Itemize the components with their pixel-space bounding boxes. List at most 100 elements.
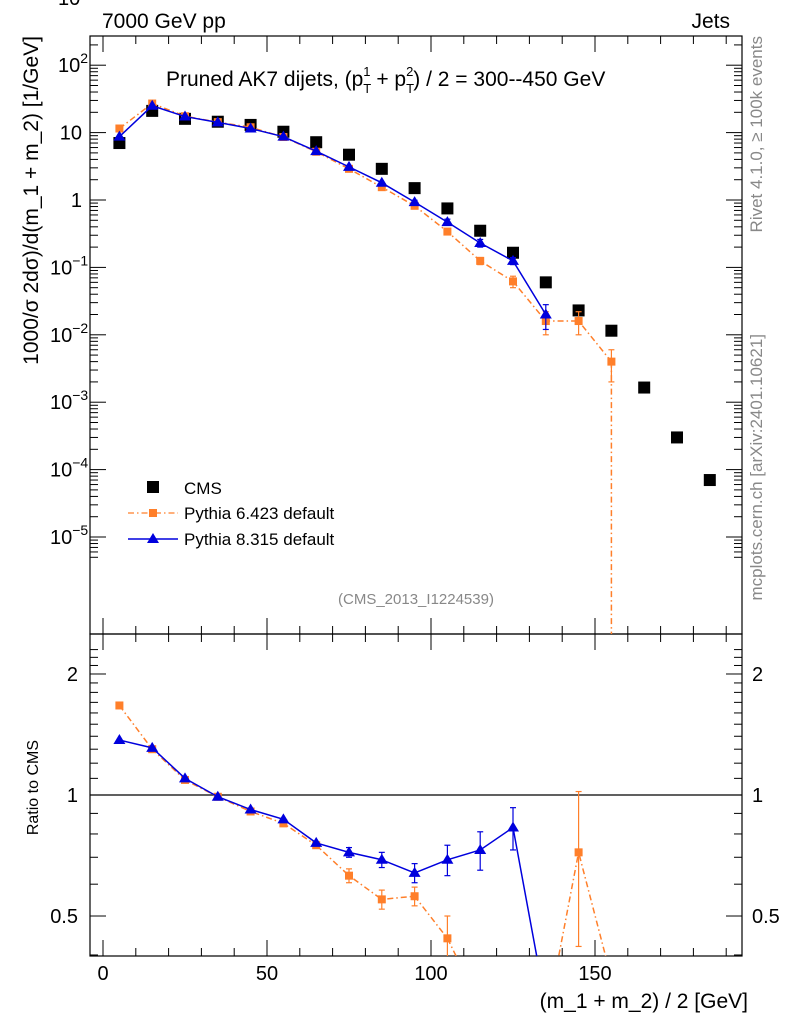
x-tick-label: 100 [414,963,447,985]
cms-data-point [507,246,519,259]
py6-main-point [574,317,583,326]
main-series [113,99,716,634]
x-tick-label: 150 [578,963,611,985]
py8-ratio-point [507,821,519,832]
y-tick-label-exponent: 2 [80,50,88,66]
py8-main-point [146,99,159,110]
legend-cms-marker [147,481,159,493]
py8-ratio-point [244,803,257,814]
cms-data-point [343,148,355,161]
py6-main-point [476,256,485,265]
py8-main-point [310,145,323,156]
y-tick-label-base: 10 [50,325,72,347]
y-tick-label: 10−4 [50,455,88,482]
py8-main-point [113,130,126,141]
py6-main-line [118,102,612,363]
main-axes: 10−510−410−310−210−1110102103 [50,0,742,634]
py6-main-point [115,124,124,133]
py6-main-point [443,227,452,236]
cms-data-point [375,162,388,175]
x-tick-label: 0 [97,963,108,985]
cms-data-point [703,474,716,487]
y-tick-label: 103 [58,0,88,10]
y-tick-label-exponent: −3 [72,387,88,403]
cms-data-point [310,136,323,149]
py8-main-point [441,216,454,227]
py8-main-point [474,237,487,248]
py8-main-line [118,104,547,315]
ratio-tick-label: 1 [67,785,78,807]
y-tick-label-base: 10 [58,55,80,77]
cms-data-point [605,324,618,337]
y-tick-label-exponent: −5 [72,522,88,538]
cms-data-point [671,431,683,444]
py6-ratio-point [443,934,452,943]
cms-data-point [441,202,454,215]
ratio-tick-label: 0.5 [50,906,78,928]
legend-py8-label: Pythia 8.315 default [184,530,335,549]
y-tick-label-exponent: −4 [72,455,88,471]
py8-ratio-point [211,790,224,801]
py8-ratio-point [146,741,159,752]
cms-data-point [474,224,487,237]
header-left: 7000 GeV pp [102,10,226,33]
y-axis-label-ratio: Ratio to CMS [25,740,42,835]
cms-data-point [572,304,585,317]
py6-ratio-point [574,848,583,857]
plot-title-sub1: T [363,81,371,96]
py8-ratio-point [408,866,421,877]
py8-main-point [408,196,421,207]
py8-ratio-point [375,853,388,864]
py8-ratio-point [474,843,487,854]
plot-title-sub2: T [406,81,414,96]
py8-main-point [244,122,257,133]
py6-ratio-line [118,705,607,956]
y-tick-label: 10−5 [50,522,88,549]
ratio-series [113,701,607,956]
cms-data-point [408,182,421,195]
y-tick-label-base: 10 [50,392,72,414]
cms-data-point [539,276,552,289]
plot-title-prefix: Pruned AK7 dijets, (p [166,68,363,91]
header-right: Jets [691,10,730,33]
py8-ratio-point [113,734,126,745]
py8-ratio-point [310,836,323,847]
py8-ratio-point [441,853,454,864]
legend-cms-label: CMS [184,479,222,498]
analysis-tag: (CMS_2013_I1224539) [338,591,494,608]
y-tick-label: 10−1 [50,252,88,279]
ratio-tick-label-right: 2 [752,664,763,686]
py6-ratio-point [377,895,386,904]
cms-data-point [638,381,651,394]
plot-title-mid: + p [370,68,406,91]
x-axis-label: (m_1 + m_2) / 2 [GeV] [540,990,748,1013]
y-axis-label-main: 1000/σ 2dσ)/d(m_1 + m_2) [1/GeV] [20,36,43,365]
y-tick-label-exponent: −2 [72,320,88,336]
y-tick-label-base: 10 [50,257,72,279]
ratio-tick-label-right: 0.5 [752,906,780,928]
py8-main-point [507,254,519,265]
py6-ratio-point [345,871,353,880]
ratio-tick-label: 2 [67,664,78,686]
py6-ratio-point [115,701,124,710]
py8-ratio-point [343,846,355,857]
y-tick-label: 102 [58,50,88,77]
y-tick-label: 10−3 [50,387,88,414]
y-tick-label: 1 [71,190,82,212]
py8-main-point [375,176,388,187]
y-tick-label-base: 10 [58,0,80,10]
y-tick-label-base: 10 [50,460,72,482]
y-tick-label-exponent: −1 [72,252,88,268]
plot-title: Pruned AK7 dijets, (pT1 + pT2) / 2 = 300… [166,64,605,96]
plot-title-sup1: 1 [363,64,370,79]
ratio-tick-label-right: 1 [752,785,763,807]
py6-main-point [377,183,386,192]
py6-ratio-point [279,819,288,828]
py8-main-point [179,110,191,121]
legend-py6-marker [149,509,157,517]
y-tick-label-base: 10 [50,527,72,549]
py8-ratio-point [277,813,290,824]
py8-main-point [343,160,355,171]
py8-main-point [539,308,552,319]
